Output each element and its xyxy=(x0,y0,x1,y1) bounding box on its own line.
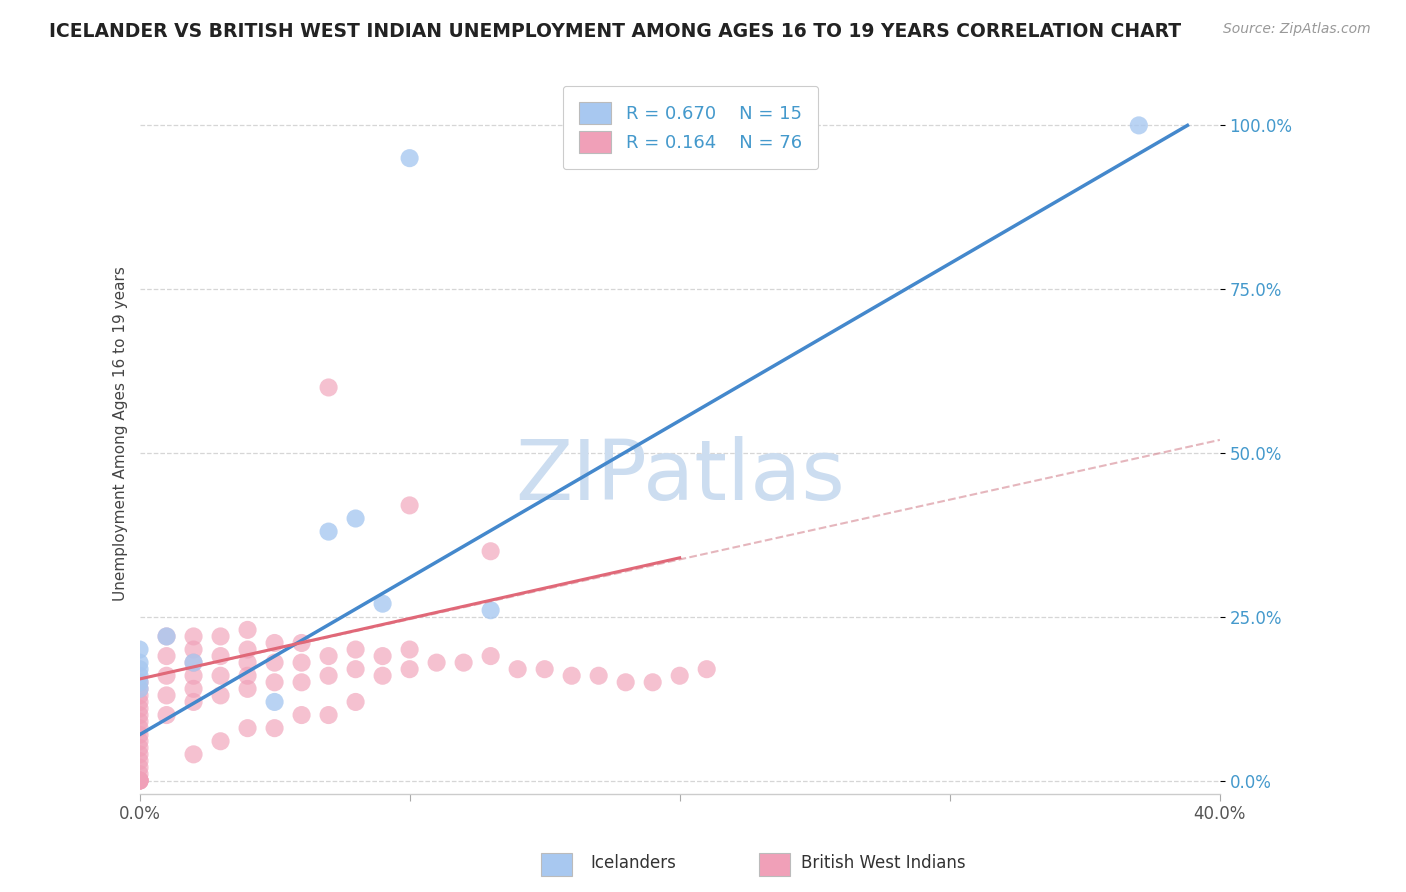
Point xyxy=(344,695,367,709)
Point xyxy=(614,675,637,690)
Point xyxy=(183,656,205,670)
Point xyxy=(479,649,502,664)
Point xyxy=(209,649,232,664)
Point xyxy=(290,675,312,690)
Point xyxy=(128,754,150,768)
Point xyxy=(236,623,259,637)
Point xyxy=(398,151,420,165)
Point xyxy=(344,662,367,676)
Point xyxy=(155,708,177,723)
Text: ZIPatlas: ZIPatlas xyxy=(515,436,845,517)
Point xyxy=(128,675,150,690)
Point xyxy=(128,708,150,723)
Point xyxy=(344,511,367,525)
Point xyxy=(128,747,150,762)
Point xyxy=(236,681,259,696)
Point xyxy=(128,773,150,788)
Point xyxy=(128,721,150,735)
Point xyxy=(128,734,150,748)
Point xyxy=(290,656,312,670)
Point xyxy=(479,544,502,558)
Point xyxy=(533,662,555,676)
Point xyxy=(183,629,205,643)
Point xyxy=(128,714,150,729)
Point xyxy=(398,499,420,513)
Point xyxy=(183,656,205,670)
Text: Source: ZipAtlas.com: Source: ZipAtlas.com xyxy=(1223,22,1371,37)
Point xyxy=(155,629,177,643)
Point xyxy=(155,629,177,643)
Point xyxy=(696,662,718,676)
Point xyxy=(183,642,205,657)
Point xyxy=(236,656,259,670)
Point xyxy=(183,681,205,696)
Point xyxy=(398,642,420,657)
Point xyxy=(371,597,394,611)
Point xyxy=(128,669,150,683)
Point xyxy=(128,689,150,703)
Point xyxy=(128,767,150,781)
Point xyxy=(371,669,394,683)
Point xyxy=(236,721,259,735)
Point xyxy=(183,669,205,683)
Point xyxy=(290,708,312,723)
Point xyxy=(183,747,205,762)
Y-axis label: Unemployment Among Ages 16 to 19 years: Unemployment Among Ages 16 to 19 years xyxy=(114,266,128,601)
Point xyxy=(453,656,475,670)
Legend: R = 0.670    N = 15, R = 0.164    N = 76: R = 0.670 N = 15, R = 0.164 N = 76 xyxy=(562,86,818,169)
Point xyxy=(506,662,529,676)
Point xyxy=(155,649,177,664)
Point xyxy=(236,669,259,683)
Point xyxy=(263,675,285,690)
Point xyxy=(128,701,150,715)
Point xyxy=(155,689,177,703)
Point xyxy=(209,669,232,683)
Point xyxy=(318,649,340,664)
Point xyxy=(128,773,150,788)
Text: British West Indians: British West Indians xyxy=(801,855,966,872)
Point xyxy=(209,629,232,643)
Point xyxy=(318,524,340,539)
Point xyxy=(128,656,150,670)
Point xyxy=(128,773,150,788)
Point xyxy=(263,656,285,670)
Point xyxy=(344,642,367,657)
Point xyxy=(641,675,664,690)
Point xyxy=(318,669,340,683)
Point xyxy=(263,636,285,650)
Point xyxy=(668,669,690,683)
Point xyxy=(1128,119,1150,133)
Point xyxy=(263,721,285,735)
Point xyxy=(426,656,449,670)
Text: Icelanders: Icelanders xyxy=(591,855,676,872)
Point xyxy=(236,642,259,657)
Point xyxy=(128,773,150,788)
Point xyxy=(209,689,232,703)
Point xyxy=(398,662,420,676)
Point xyxy=(128,760,150,774)
Point xyxy=(128,681,150,696)
Point xyxy=(371,649,394,664)
Point xyxy=(588,669,610,683)
Point xyxy=(155,669,177,683)
Point xyxy=(263,695,285,709)
Point xyxy=(479,603,502,617)
Point xyxy=(128,695,150,709)
Point xyxy=(209,734,232,748)
Point xyxy=(318,708,340,723)
Point xyxy=(128,740,150,755)
Point xyxy=(128,728,150,742)
Point xyxy=(128,681,150,696)
Point xyxy=(128,773,150,788)
Text: ICELANDER VS BRITISH WEST INDIAN UNEMPLOYMENT AMONG AGES 16 TO 19 YEARS CORRELAT: ICELANDER VS BRITISH WEST INDIAN UNEMPLO… xyxy=(49,22,1181,41)
Point xyxy=(128,642,150,657)
Point xyxy=(128,662,150,676)
Point xyxy=(561,669,583,683)
Point xyxy=(183,695,205,709)
Point xyxy=(290,636,312,650)
Point xyxy=(318,380,340,394)
Point xyxy=(128,675,150,690)
